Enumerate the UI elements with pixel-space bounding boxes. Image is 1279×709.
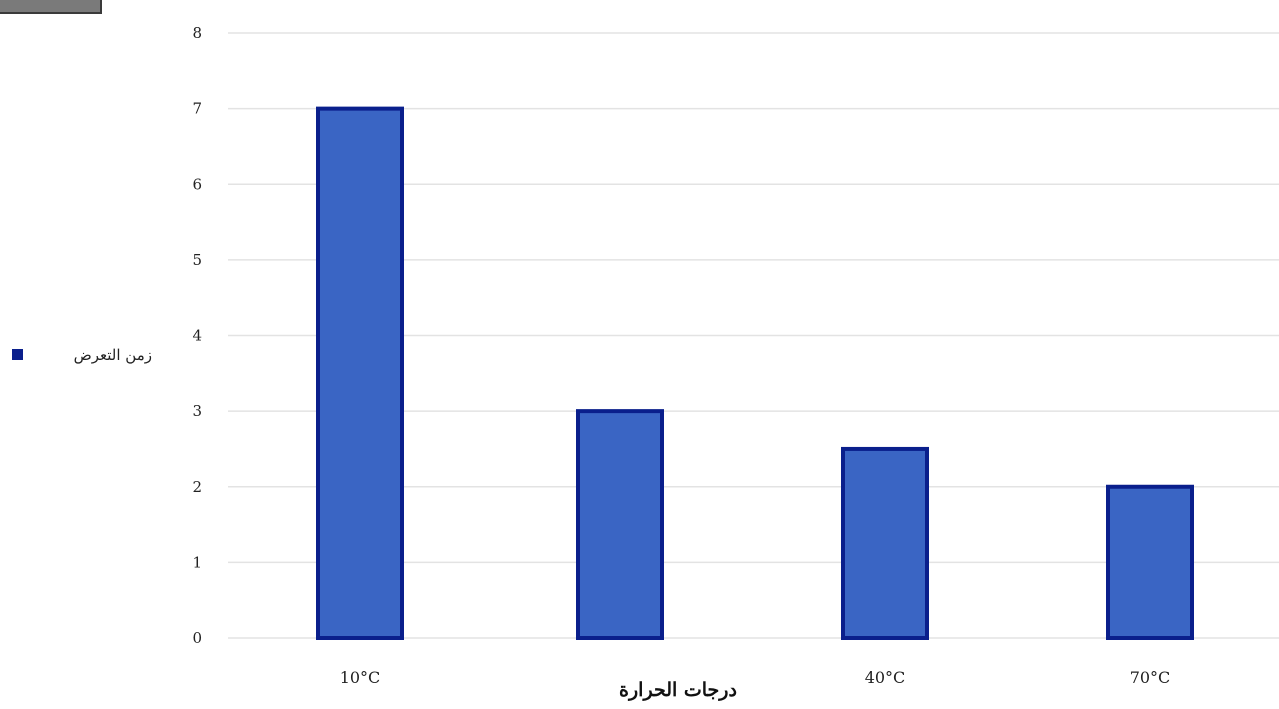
y-tick-label: 2 — [192, 478, 202, 496]
x-category-label: 10°C — [340, 668, 381, 687]
legend: زمن التعرض — [12, 346, 152, 364]
y-tick-label: 6 — [192, 175, 202, 193]
bar — [576, 409, 664, 640]
x-axis-categories: 10°C 40°C 70°C — [340, 668, 1171, 687]
y-tick-label: 0 — [192, 629, 202, 647]
bar — [1106, 484, 1194, 640]
bar — [841, 446, 929, 640]
x-axis-title: درجات الحرارة — [619, 679, 737, 701]
bars — [316, 106, 1194, 640]
y-tick-label: 8 — [192, 24, 202, 42]
x-category-label: 70°C — [1130, 668, 1171, 687]
y-tick-label: 1 — [192, 553, 202, 571]
legend-label: زمن التعرض — [74, 346, 152, 364]
corner-box — [0, 0, 102, 14]
legend-marker — [12, 349, 23, 360]
x-category-label: 40°C — [865, 668, 906, 687]
bar — [316, 106, 404, 640]
y-tick-label: 7 — [192, 100, 202, 118]
y-axis-ticks: 0 1 2 3 4 5 6 7 8 — [192, 24, 202, 647]
y-tick-label: 3 — [192, 402, 202, 420]
y-tick-label: 5 — [192, 251, 202, 269]
y-tick-label: 4 — [192, 327, 202, 345]
